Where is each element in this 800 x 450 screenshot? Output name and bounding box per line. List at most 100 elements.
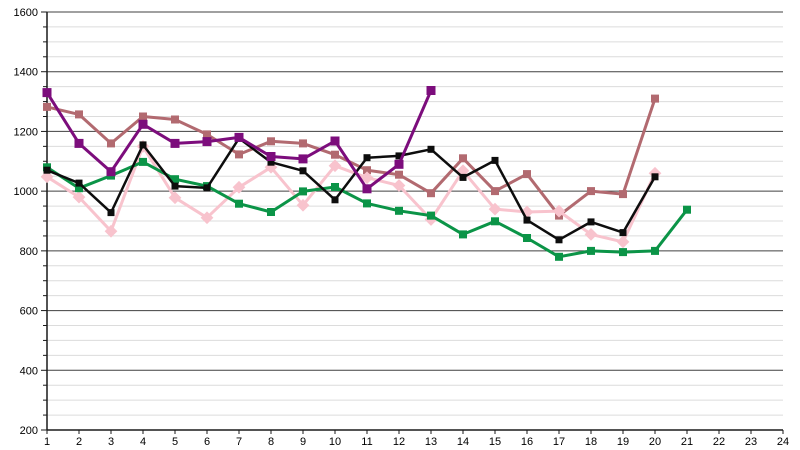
- x-tick-label: 16: [521, 436, 533, 448]
- series-rosybrown-marker: [651, 94, 659, 103]
- series-black-marker: [171, 182, 179, 190]
- series-rosybrown-marker: [331, 150, 339, 159]
- x-tick-label: 7: [236, 436, 242, 448]
- series-pink-marker: [200, 211, 214, 225]
- series-black-marker: [491, 156, 499, 164]
- series-black: [43, 134, 659, 244]
- series-rosybrown-marker: [235, 150, 243, 159]
- series-purple-marker: [138, 119, 148, 129]
- series-purple-marker: [170, 138, 180, 148]
- x-tick-label: 6: [204, 436, 210, 448]
- x-tick-label: 24: [777, 436, 789, 448]
- series-pink-marker: [616, 235, 630, 249]
- series-rosybrown-marker: [171, 115, 179, 124]
- series-green-marker: [619, 248, 627, 257]
- series-black-marker: [331, 196, 339, 204]
- series-rosybrown-marker: [491, 187, 499, 196]
- series-black-marker: [139, 141, 147, 149]
- series-green-marker: [363, 199, 371, 208]
- y-tick-label: 1400: [14, 67, 38, 79]
- series-pink-marker: [488, 202, 502, 216]
- x-tick-label: 15: [489, 436, 501, 448]
- y-tick-label: 800: [20, 246, 38, 258]
- major-gridlines: [47, 11, 783, 371]
- series-black-marker: [75, 179, 83, 187]
- series-pink-marker: [168, 191, 182, 205]
- x-tick-label: 1: [44, 436, 50, 448]
- series-purple-marker: [266, 152, 276, 161]
- x-tick-label: 5: [172, 436, 178, 448]
- series-green-marker: [427, 211, 435, 220]
- x-tick-label: 8: [268, 436, 274, 448]
- series-rosybrown-marker: [267, 137, 275, 146]
- x-tick-label: 18: [585, 436, 597, 448]
- series-rosybrown-marker: [427, 189, 435, 198]
- series-purple-marker: [74, 138, 84, 148]
- series-pink-marker: [360, 171, 374, 185]
- series-green-marker: [331, 183, 339, 191]
- series-green-marker: [235, 199, 243, 208]
- series-black-line: [45, 137, 657, 242]
- x-tick-label: 12: [393, 436, 405, 448]
- series-purple-marker: [362, 184, 372, 194]
- series-rosybrown-marker: [587, 187, 595, 196]
- y-tick-label: 1000: [14, 186, 38, 198]
- x-tick-label: 4: [140, 436, 146, 448]
- series-pink-marker: [232, 180, 246, 194]
- series-rosybrown: [43, 94, 659, 220]
- x-tick-label: 10: [329, 436, 341, 448]
- series-black-marker: [203, 184, 211, 192]
- series-black-marker: [267, 158, 275, 166]
- x-axis-ticks: [46, 430, 784, 434]
- series-rosybrown-marker: [75, 110, 83, 119]
- minor-gridlines: [47, 26, 783, 416]
- x-tick-label: 19: [617, 436, 629, 448]
- series-green-marker: [651, 246, 659, 255]
- series-purple-marker: [234, 132, 244, 142]
- x-tick-label: 21: [681, 436, 693, 448]
- series-black-marker: [587, 218, 595, 226]
- series-rosybrown-marker: [619, 190, 627, 199]
- y-tick-label: 600: [20, 306, 38, 318]
- series-black-marker: [363, 154, 371, 162]
- series-rosybrown-marker: [139, 112, 147, 121]
- series-rosybrown-marker: [107, 139, 115, 148]
- x-tick-label: 23: [745, 436, 757, 448]
- y-axis-ticks: [41, 11, 47, 431]
- series-green-marker: [299, 187, 307, 196]
- series-black-marker: [619, 229, 627, 237]
- series-purple-marker: [426, 86, 436, 95]
- series-green-marker: [491, 217, 499, 226]
- series-pink-marker: [328, 159, 342, 173]
- series-black-marker: [555, 236, 563, 244]
- series-black-marker: [107, 209, 115, 217]
- series-rosybrown-marker: [459, 154, 467, 163]
- x-tick-label: 17: [553, 436, 565, 448]
- series-purple-marker: [394, 159, 404, 169]
- series-rosybrown-marker: [43, 102, 51, 111]
- y-axis-labels: 200 400 600 800 1000 1200 1400 1600: [14, 7, 38, 437]
- y-tick-label: 1200: [14, 126, 38, 138]
- series-black-marker: [651, 173, 659, 181]
- series-pink-marker: [296, 198, 310, 212]
- series-black-marker: [427, 145, 435, 153]
- series-black-marker: [395, 152, 403, 160]
- x-tick-label: 14: [457, 436, 469, 448]
- series-green-marker: [587, 246, 595, 255]
- series-black-marker: [523, 216, 531, 224]
- x-tick-label: 11: [361, 436, 372, 448]
- series-pink-marker: [104, 224, 118, 238]
- series-rosybrown-marker: [363, 166, 371, 175]
- series-rosybrown-marker: [299, 139, 307, 148]
- series-green-marker: [683, 205, 691, 214]
- series-green-marker: [267, 208, 275, 216]
- series-black-marker: [43, 166, 51, 174]
- series-green-marker: [523, 234, 531, 242]
- series-green-marker: [395, 206, 403, 215]
- x-tick-label: 13: [425, 436, 437, 448]
- x-tick-label: 3: [108, 436, 114, 448]
- series-rosybrown-marker: [203, 130, 211, 139]
- series-purple-marker: [106, 167, 116, 177]
